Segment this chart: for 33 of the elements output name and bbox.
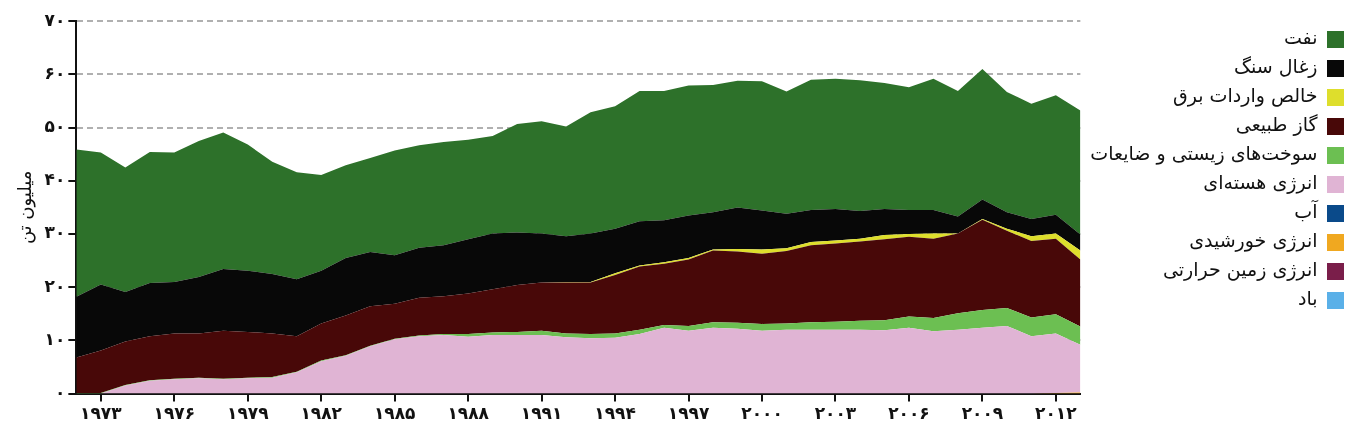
y-tick-label: ۳۰ <box>44 222 66 243</box>
legend-label: آب <box>1294 199 1319 223</box>
x-tick-label: ۱۹۸۸ <box>447 403 490 424</box>
legend-label: سوخت‌های زیستی و ضایعات <box>1090 142 1318 166</box>
y-tick-label: ۱۰ <box>44 328 66 349</box>
legend-label: انرژی هسته‌ای <box>1203 171 1318 195</box>
legend-label: انرژی خورشیدی <box>1189 229 1318 253</box>
x-tick-label: ۲۰۰۹ <box>961 403 1004 424</box>
x-tick-label: ۱۹۷۹ <box>227 403 270 424</box>
legend-label: زغال سنگ <box>1234 55 1318 79</box>
x-tick-label: ۲۰۱۲ <box>1035 403 1078 424</box>
legend-label: نفت <box>1283 26 1318 49</box>
x-tick-label: ۱۹۹۴ <box>594 403 636 424</box>
y-tick-label: ۴۰ <box>44 169 66 190</box>
x-tick-label: ۱۹۹۷ <box>667 403 710 424</box>
legend-label: باد <box>1297 287 1318 310</box>
y-tick-label: ۵۰ <box>44 116 66 137</box>
y-tick-label: ۲۰ <box>44 275 66 296</box>
x-tick-label: ۱۹۹۱ <box>520 403 563 424</box>
legend-label: گاز طبیعی <box>1235 113 1319 137</box>
y-axis-title: میلیون تن <box>14 170 37 245</box>
legend-label: خالص واردات برق <box>1173 84 1318 108</box>
y-tick-label: ۰ <box>54 382 66 403</box>
x-tick-label: ۱۹۷۶ <box>153 403 196 424</box>
y-tick-label: ۶۰ <box>44 62 66 83</box>
x-tick-label: ۲۰۰۶ <box>888 403 930 424</box>
y-tick-label: ۷۰ <box>44 9 66 30</box>
x-tick-label: ۱۹۸۲ <box>300 403 343 424</box>
x-tick-label: ۲۰۰۳ <box>814 403 857 424</box>
legend-label: انرژی زمین حرارتی <box>1162 258 1318 282</box>
x-tick-label: ۱۹۸۵ <box>373 403 416 424</box>
x-tick-label: ۲۰۰۰ <box>741 403 783 424</box>
x-tick-label: ۱۹۷۳ <box>80 403 123 424</box>
